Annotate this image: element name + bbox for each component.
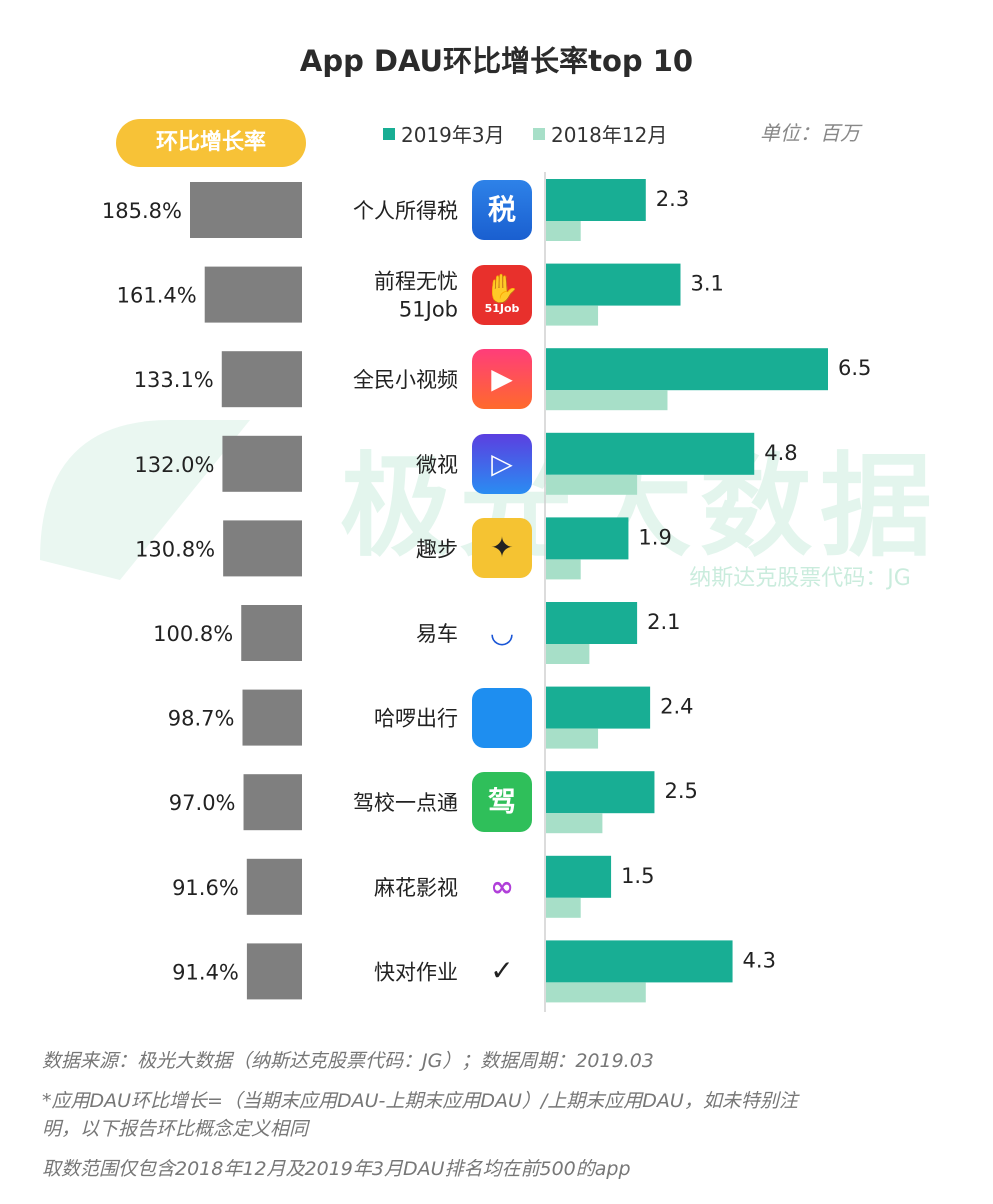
bar-current [546, 263, 681, 306]
footnote-scope: 取数范围仅包含2018年12月及2019年3月DAU排名均在前500的app [42, 1158, 631, 1180]
legend-label-current: 2019年3月 [401, 123, 505, 147]
growth-rate-label: 185.8% [102, 199, 182, 223]
growth-bar [243, 774, 302, 831]
value-label: 4.8 [764, 441, 797, 465]
icon-text: 驾 [487, 784, 516, 818]
value-label: 2.5 [664, 779, 697, 803]
growth-bar [246, 943, 302, 1000]
category-label: 微视 [416, 453, 458, 477]
legend-label-previous: 2018年12月 [550, 123, 668, 147]
growth-rate-label: 91.6% [172, 876, 239, 900]
tax-app-icon: 税 [472, 180, 532, 240]
category-label: 易车 [416, 622, 458, 646]
mahua-app-icon: ∞ [472, 856, 532, 917]
growth-bar [246, 858, 302, 915]
value-label: 6.5 [838, 356, 871, 380]
legend-swatch-current [383, 127, 395, 140]
legend-item-previous: 2018年12月 [532, 119, 668, 148]
category-label: 个人所得税 [353, 199, 458, 223]
watermark-logo-mark [40, 420, 250, 580]
category-label: 全民小视频 [353, 368, 458, 392]
growth-bar [222, 435, 302, 492]
bar-previous [546, 474, 638, 495]
chart-title: App DAU环比增长率top 10 [299, 44, 694, 78]
yiche-glyph-icon: ◡ [491, 616, 513, 649]
growth-bar [204, 266, 302, 323]
category-label: 趣步 [416, 537, 458, 561]
value-label: 4.3 [743, 948, 776, 972]
bar-previous [546, 813, 603, 834]
bar-previous [546, 559, 581, 580]
footnote-definition: *应用DAU环比增长=（当期末应用DAU-上期末应用DAU）/上期末应用DAU，… [42, 1090, 798, 1112]
bar-current [546, 855, 612, 898]
icon-text: 51Job [484, 301, 520, 315]
bar-current [546, 179, 646, 221]
hellobike-app-icon [472, 687, 532, 748]
growth-rate-label: 98.7% [168, 707, 235, 731]
51job-glyph-icon: ✋ [484, 271, 520, 305]
bar-current [546, 348, 828, 391]
quanmin-video-glyph-icon: ▶ [491, 362, 513, 396]
icon-text: 税 [487, 192, 516, 226]
growth-rate-label: 97.0% [169, 791, 236, 815]
bar-previous [546, 982, 646, 1003]
weishi-glyph-icon: ▷ [491, 446, 513, 480]
bar-previous [546, 644, 590, 664]
qubu-glyph-icon: ✦ [490, 531, 514, 565]
51job-app-icon: ✋ 51Job [472, 264, 532, 325]
growth-rate-label: 91.4% [172, 960, 239, 984]
footnote-source: 数据来源：极光大数据（纳斯达克股票代码：JG）；数据周期：2019.03 [42, 1050, 654, 1072]
growth-rate-label: 130.8% [135, 537, 215, 561]
category-label: 51Job [399, 298, 458, 322]
quanmin-video-app-icon: ▶ [472, 349, 532, 410]
growth-rate-label: 100.8% [153, 622, 233, 646]
bar-current [546, 517, 629, 560]
legend-swatch-previous [532, 127, 545, 140]
legend-item-current: 2019年3月 [383, 119, 505, 148]
growth-rate-badge: 环比增长率 [116, 119, 306, 167]
growth-rate-label: 132.0% [134, 453, 214, 477]
bar-previous [546, 221, 581, 241]
yiche-app-icon: ◡ [472, 603, 532, 663]
growth-bar [190, 182, 302, 238]
unit-label: 单位：百万 [760, 121, 860, 145]
bar-previous [546, 897, 581, 918]
bar-current [546, 432, 755, 475]
growth-bar [223, 520, 302, 577]
category-label: 驾校一点通 [353, 791, 458, 815]
value-label: 1.9 [638, 525, 671, 549]
value-label: 2.3 [656, 187, 689, 211]
value-label: 2.1 [647, 610, 680, 634]
bar-current [546, 771, 655, 814]
mahua-glyph-icon: ∞ [490, 869, 514, 903]
bar-current [546, 602, 638, 644]
category-label: 麻花影视 [374, 876, 458, 900]
weishi-app-icon: ▷ [472, 433, 532, 494]
kuaidui-glyph-icon: ✓ [490, 954, 514, 988]
value-label: 3.1 [690, 272, 723, 296]
kuaidui-app-icon: ✓ [472, 941, 532, 1002]
footnote-definition-cont: 明，以下报告环比概念定义相同 [42, 1118, 309, 1140]
growth-rate-label: 133.1% [134, 368, 214, 392]
growth-bar [221, 351, 302, 408]
category-label: 哈啰出行 [374, 707, 458, 731]
bar-previous [546, 305, 599, 326]
value-label: 1.5 [621, 864, 654, 888]
bar-current [546, 940, 733, 983]
bar-previous [546, 390, 668, 411]
qubu-app-icon: ✦ [472, 518, 532, 579]
value-label: 2.4 [660, 695, 693, 719]
growth-bar [242, 689, 302, 746]
jiaxiao-app-icon: 驾 [472, 772, 532, 833]
growth-bar [241, 605, 302, 661]
legend: 2019年3月 2018年12月 [383, 119, 689, 148]
category-label: 快对作业 [374, 960, 458, 984]
growth-rate-label: 161.4% [117, 284, 197, 308]
watermark-subtitle: 纳斯达克股票代码：JG [689, 566, 911, 591]
bar-current [546, 686, 651, 729]
category-label: 前程无忧 [374, 270, 458, 294]
bar-previous [546, 728, 599, 749]
